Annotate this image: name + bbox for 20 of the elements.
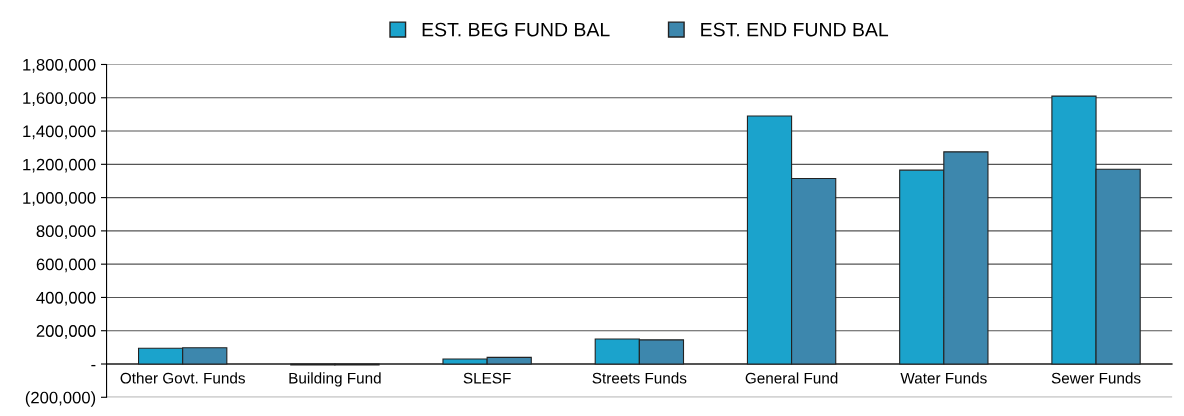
legend-label: EST. BEG FUND BAL — [422, 22, 610, 37]
x-tick-label: Streets Funds — [592, 372, 687, 384]
y-tick-label: 200,000 — [36, 325, 96, 339]
y-tick-label: 1,600,000 — [23, 92, 96, 106]
x-tick-label: Building Fund — [289, 372, 381, 387]
x-tick-label: Water Funds — [900, 372, 987, 384]
y-tick-label: 1,000,000 — [23, 192, 96, 206]
y-tick-label: 1,200,000 — [23, 158, 96, 173]
y-tick-label: 1,400,000 — [23, 125, 96, 140]
x-tick-label: Other Govt. Funds — [120, 372, 245, 384]
y-tick-label: - — [91, 364, 96, 367]
y-tick-label: 800,000 — [36, 225, 96, 240]
y-tick-label: 1,800,000 — [23, 58, 96, 73]
legend-label: EST. END FUND BAL — [701, 22, 889, 37]
y-tick-label: (200,000) — [25, 391, 96, 407]
y-tick-label: 600,000 — [36, 258, 96, 273]
x-tick-label: SLESF — [463, 372, 511, 384]
y-tick-label: 400,000 — [36, 291, 96, 306]
x-tick-label: Sewer Funds — [1051, 372, 1141, 384]
x-tick-label: General Fund — [745, 372, 838, 384]
